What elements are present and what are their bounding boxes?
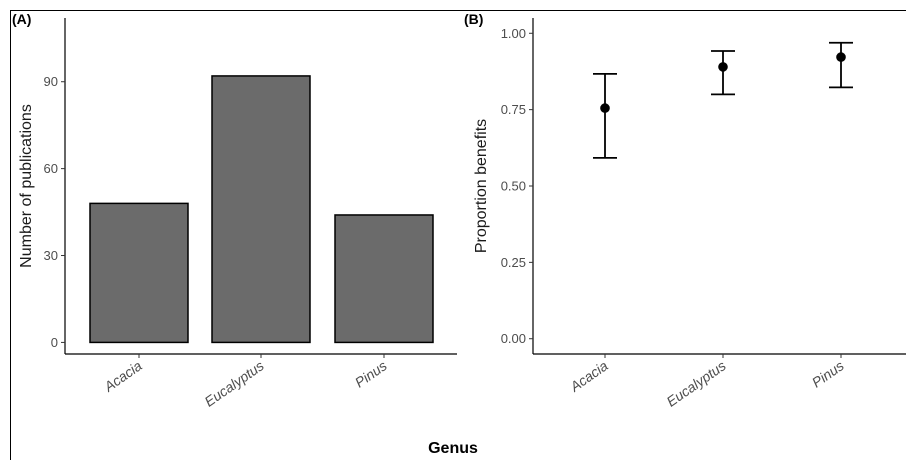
- panel-b-y-tick-label: 0.00: [501, 331, 526, 346]
- panel-b-point: [600, 103, 610, 113]
- panel-b-x-tick-label: Eucalyptus: [663, 357, 728, 409]
- panel-b-x-tick-label: Acacia: [566, 357, 611, 395]
- panel-a-bar: [334, 214, 434, 344]
- shared-x-axis-label: Genus: [428, 440, 478, 457]
- panel-b-y-tick-label: 0.25: [501, 255, 526, 270]
- panel-a-y-tick-label: 60: [44, 161, 58, 176]
- panel-b-x-tick-label: Pinus: [809, 357, 847, 390]
- panel-b-y-tick-label: 1.00: [501, 26, 526, 41]
- panel-a-y-tick-label: 90: [44, 74, 58, 89]
- panel-b-point: [718, 62, 728, 72]
- panel-b-y-tick-label: 0.75: [501, 102, 526, 117]
- panel-a-bar: [89, 202, 189, 344]
- panel-a-bar: [211, 75, 311, 344]
- panel-a-y-tick-label: 0: [51, 335, 58, 350]
- panel-b-point: [836, 52, 846, 62]
- panel-b-y-tick-label: 0.50: [501, 179, 526, 194]
- panel-a-tag: (A): [12, 11, 32, 27]
- panel-b-tag: (B): [464, 11, 484, 27]
- panel-a-y-tick-label: 30: [44, 248, 58, 263]
